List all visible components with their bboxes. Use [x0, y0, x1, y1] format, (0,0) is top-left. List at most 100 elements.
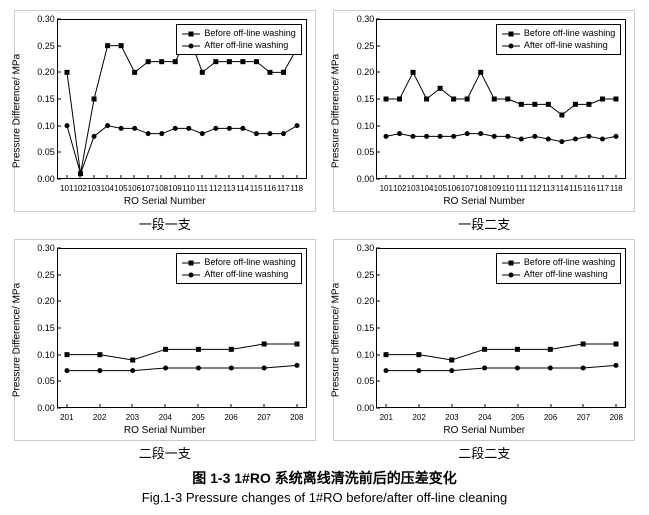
series-after-marker [254, 131, 259, 136]
series-before-marker [548, 347, 553, 352]
series-after-marker [411, 134, 416, 139]
legend-row-before: Before off-line washing [182, 257, 295, 269]
series-after-marker [240, 126, 245, 131]
legend-row-after: After off-line washing [182, 40, 295, 52]
series-after-marker [163, 366, 168, 371]
series-before-marker [145, 59, 150, 64]
legend-row-before: Before off-line washing [502, 257, 615, 269]
chart-2: Pressure Difference/ MPaRO Serial Number… [333, 10, 635, 212]
legend-label-after: After off-line washing [524, 40, 608, 52]
series-after-marker [587, 134, 592, 139]
series-before-marker [118, 43, 123, 48]
series-before-marker [614, 97, 619, 102]
series-after-marker [91, 134, 96, 139]
circle-marker-icon [182, 41, 200, 51]
series-after-marker [614, 134, 619, 139]
legend-row-after: After off-line washing [502, 40, 615, 52]
series-before-marker [281, 70, 286, 75]
series-after-line [386, 134, 616, 142]
circle-marker-icon [182, 270, 200, 280]
panel-1: Pressure Difference/ MPaRO Serial Number… [10, 10, 320, 233]
series-after-marker [519, 137, 524, 142]
square-marker-icon [502, 258, 520, 268]
series-after-marker [196, 366, 201, 371]
series-before-marker [384, 97, 389, 102]
series-before-marker [573, 102, 578, 107]
series-after-marker [172, 126, 177, 131]
series-before-marker [519, 102, 524, 107]
series-after-marker [229, 366, 234, 371]
series-after-marker [438, 134, 443, 139]
series-after-marker [600, 137, 605, 142]
series-after-marker [451, 134, 456, 139]
series-before-marker [384, 352, 389, 357]
series-after-marker [449, 368, 454, 373]
series-after-marker [417, 368, 422, 373]
series-before-marker [600, 97, 605, 102]
panel-2: Pressure Difference/ MPaRO Serial Number… [330, 10, 640, 233]
series-before-marker [533, 102, 538, 107]
series-before-marker [172, 59, 177, 64]
square-marker-icon [502, 29, 520, 39]
series-before-marker [451, 97, 456, 102]
series-before-marker [97, 352, 102, 357]
chart-3: Pressure Difference/ MPaRO Serial Number… [14, 239, 316, 441]
series-after-marker [97, 368, 102, 373]
series-after-marker [492, 134, 497, 139]
legend: Before off-line washingAfter off-line wa… [176, 24, 301, 55]
legend-row-after: After off-line washing [502, 269, 615, 281]
series-before-marker [240, 59, 245, 64]
legend-label-after: After off-line washing [204, 40, 288, 52]
series-before-marker [64, 352, 69, 357]
legend: Before off-line washingAfter off-line wa… [496, 253, 621, 284]
series-before-marker [417, 352, 422, 357]
series-after-marker [515, 366, 520, 371]
series-after-marker [64, 368, 69, 373]
subtitle-2: 一段二支 [458, 214, 510, 233]
series-after-marker [465, 131, 470, 136]
series-before-marker [229, 347, 234, 352]
legend-row-before: Before off-line washing [502, 28, 615, 40]
series-before-marker [91, 97, 96, 102]
series-after-marker [267, 131, 272, 136]
legend-label-before: Before off-line washing [524, 257, 615, 269]
series-after-marker [294, 363, 299, 368]
series-after-marker [118, 126, 123, 131]
series-after-marker [384, 134, 389, 139]
series-before-marker [411, 70, 416, 75]
circle-marker-icon [502, 270, 520, 280]
series-after-marker [130, 368, 135, 373]
series-before-marker [614, 342, 619, 347]
subtitle-4: 二段二支 [458, 443, 510, 462]
series-after-marker [424, 134, 429, 139]
series-after-marker [78, 171, 83, 176]
chart-grid: Pressure Difference/ MPaRO Serial Number… [10, 10, 639, 462]
series-before-marker [465, 97, 470, 102]
square-marker-icon [182, 29, 200, 39]
series-before-marker [200, 70, 205, 75]
chart-1: Pressure Difference/ MPaRO Serial Number… [14, 10, 316, 212]
series-after-marker [533, 134, 538, 139]
series-before-line [67, 35, 297, 174]
circle-marker-icon [502, 41, 520, 51]
series-after-marker [186, 126, 191, 131]
series-after-marker [200, 131, 205, 136]
series-before-marker [261, 342, 266, 347]
series-before-marker [130, 358, 135, 363]
series-before-marker [581, 342, 586, 347]
series-after-marker [261, 366, 266, 371]
series-after-marker [573, 137, 578, 142]
series-before-marker [482, 347, 487, 352]
series-after-marker [105, 123, 110, 128]
series-before-marker [163, 347, 168, 352]
series-after-marker [213, 126, 218, 131]
series-before-marker [254, 59, 259, 64]
series-before-marker [478, 70, 483, 75]
series-before-marker [397, 97, 402, 102]
series-after-marker [548, 366, 553, 371]
series-after-marker [294, 123, 299, 128]
series-before-marker [105, 43, 110, 48]
series-after-marker [145, 131, 150, 136]
series-after-marker [159, 131, 164, 136]
subtitle-1: 一段一支 [139, 214, 191, 233]
